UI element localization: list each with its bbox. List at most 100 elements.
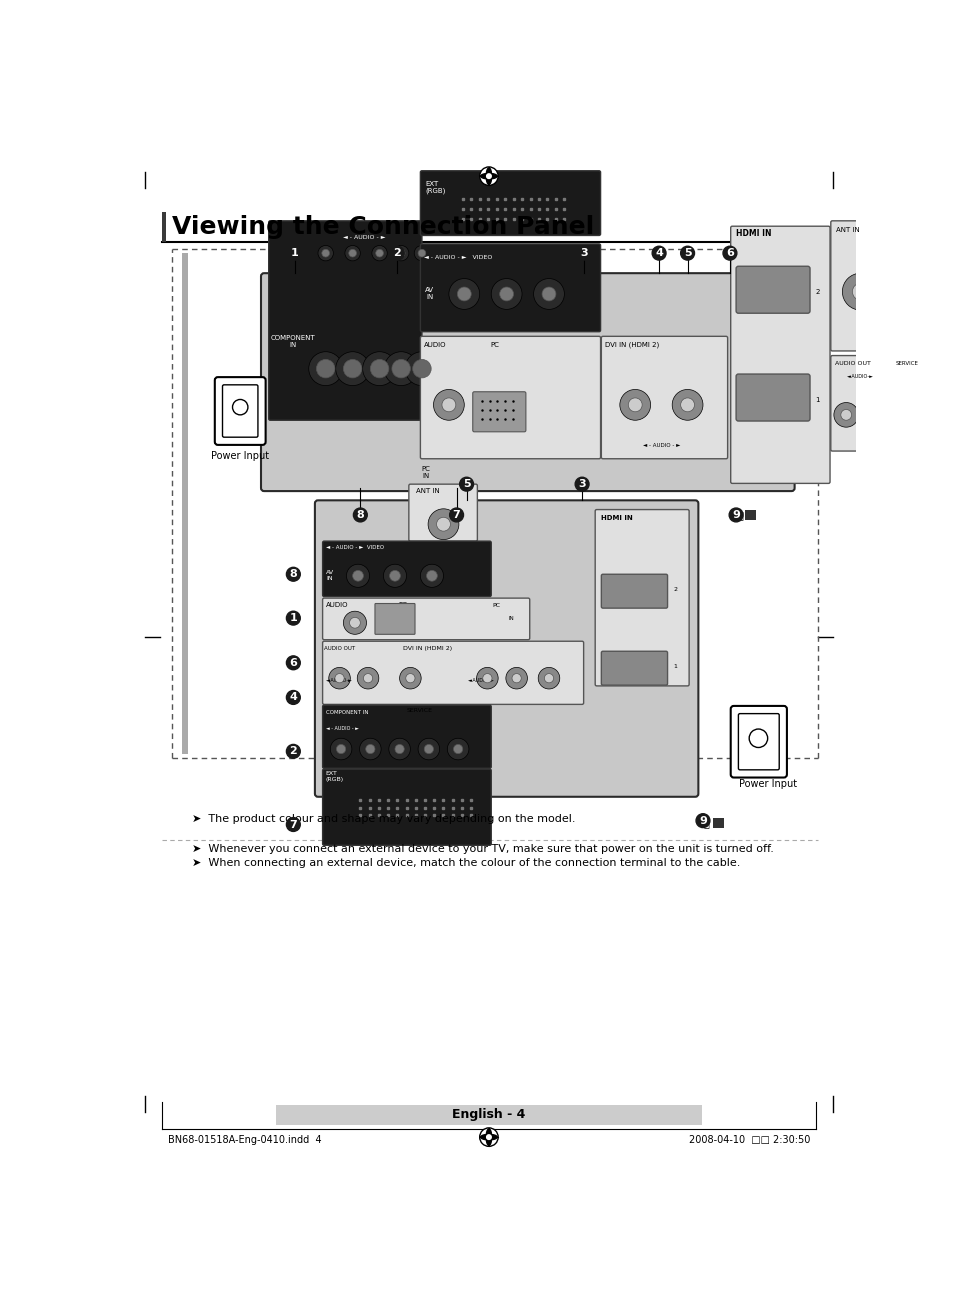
Text: 7: 7 — [453, 510, 460, 520]
Circle shape — [414, 246, 429, 261]
FancyBboxPatch shape — [222, 385, 257, 438]
FancyBboxPatch shape — [409, 484, 476, 541]
FancyBboxPatch shape — [730, 706, 786, 778]
Text: 6: 6 — [289, 658, 297, 668]
Text: SERVICE: SERVICE — [406, 708, 432, 714]
Bar — [275, 1105, 701, 1125]
Circle shape — [619, 389, 650, 420]
Circle shape — [286, 691, 300, 704]
Text: IN: IN — [508, 616, 515, 620]
Bar — [712, 817, 723, 828]
Text: AUDIO: AUDIO — [424, 342, 446, 348]
Circle shape — [833, 402, 858, 427]
Circle shape — [652, 246, 665, 260]
Circle shape — [748, 729, 767, 748]
FancyBboxPatch shape — [736, 374, 809, 420]
Ellipse shape — [480, 1134, 497, 1139]
Text: 1: 1 — [289, 614, 297, 623]
Circle shape — [383, 564, 406, 587]
Circle shape — [449, 279, 479, 309]
Circle shape — [840, 410, 851, 420]
Bar — [181, 254, 188, 754]
Text: ➤  The product colour and shape may vary depending on the model.: ➤ The product colour and shape may vary … — [193, 815, 576, 824]
Circle shape — [476, 668, 497, 689]
Text: 5: 5 — [462, 480, 470, 489]
Text: SERVICE: SERVICE — [895, 361, 918, 365]
Circle shape — [399, 668, 420, 689]
Text: Power Input: Power Input — [739, 779, 797, 790]
FancyBboxPatch shape — [420, 336, 600, 459]
Text: EXT
(RGB): EXT (RGB) — [425, 181, 446, 194]
FancyBboxPatch shape — [214, 377, 265, 445]
Circle shape — [362, 352, 396, 385]
Text: ◄ - AUDIO - ►  VIDEO: ◄ - AUDIO - ► VIDEO — [325, 545, 383, 549]
Circle shape — [860, 402, 883, 427]
Circle shape — [628, 398, 641, 411]
Text: PC: PC — [492, 603, 500, 607]
Circle shape — [233, 399, 248, 415]
Circle shape — [309, 352, 342, 385]
Circle shape — [392, 360, 410, 378]
Circle shape — [486, 1135, 491, 1139]
Circle shape — [359, 738, 381, 759]
FancyBboxPatch shape — [595, 510, 688, 686]
Circle shape — [904, 406, 915, 417]
Circle shape — [286, 817, 300, 832]
Circle shape — [479, 1127, 497, 1146]
Circle shape — [679, 398, 694, 411]
FancyBboxPatch shape — [314, 501, 698, 796]
Circle shape — [330, 738, 352, 759]
Circle shape — [286, 568, 300, 581]
Circle shape — [577, 246, 590, 260]
FancyBboxPatch shape — [269, 221, 421, 420]
Circle shape — [363, 674, 373, 683]
Text: AUDIO OUT: AUDIO OUT — [324, 646, 355, 652]
Circle shape — [316, 360, 335, 378]
Circle shape — [575, 477, 588, 491]
Circle shape — [286, 611, 300, 625]
Circle shape — [456, 286, 471, 301]
Text: 1: 1 — [673, 664, 677, 669]
Circle shape — [335, 674, 344, 683]
Text: 4: 4 — [655, 248, 662, 258]
Text: AV
IN: AV IN — [325, 570, 334, 581]
Ellipse shape — [480, 173, 497, 179]
Text: ◄-AUDIO-►: ◄-AUDIO-► — [468, 678, 495, 683]
Text: COMPONENT IN: COMPONENT IN — [325, 711, 368, 715]
FancyBboxPatch shape — [261, 273, 794, 491]
Text: 3: 3 — [578, 480, 585, 489]
Circle shape — [479, 167, 497, 185]
Circle shape — [459, 477, 473, 491]
Text: ➤  Whenever you connect an external device to your TV, make sure that power on t: ➤ Whenever you connect an external devic… — [193, 844, 774, 854]
Circle shape — [336, 745, 345, 754]
Text: 🔒: 🔒 — [737, 510, 743, 520]
Text: HDMI IN: HDMI IN — [600, 515, 632, 522]
Text: 8: 8 — [289, 569, 297, 579]
Text: PC: PC — [397, 602, 407, 608]
Circle shape — [426, 570, 436, 581]
Circle shape — [343, 360, 361, 378]
Bar — [161, 213, 166, 242]
Circle shape — [288, 246, 301, 260]
Circle shape — [417, 250, 425, 258]
Circle shape — [413, 360, 431, 378]
Text: ◄ - AUDIO - ►: ◄ - AUDIO - ► — [325, 725, 358, 731]
Text: 3: 3 — [579, 248, 587, 258]
Circle shape — [384, 352, 417, 385]
Circle shape — [541, 286, 556, 301]
Text: COMPONENT
IN: COMPONENT IN — [271, 335, 315, 348]
Circle shape — [343, 611, 366, 635]
Circle shape — [898, 398, 923, 423]
FancyBboxPatch shape — [473, 392, 525, 432]
Circle shape — [417, 738, 439, 759]
FancyBboxPatch shape — [375, 603, 415, 635]
Text: BN68-01518A-Eng-0410.indd  4: BN68-01518A-Eng-0410.indd 4 — [168, 1135, 321, 1146]
Circle shape — [696, 813, 709, 828]
Circle shape — [370, 360, 389, 378]
Text: ◄ - AUDIO - ►: ◄ - AUDIO - ► — [642, 443, 679, 448]
Text: 1: 1 — [815, 397, 819, 403]
Circle shape — [441, 398, 456, 411]
FancyBboxPatch shape — [736, 267, 809, 313]
Text: English - 4: English - 4 — [452, 1108, 525, 1121]
Circle shape — [447, 738, 469, 759]
